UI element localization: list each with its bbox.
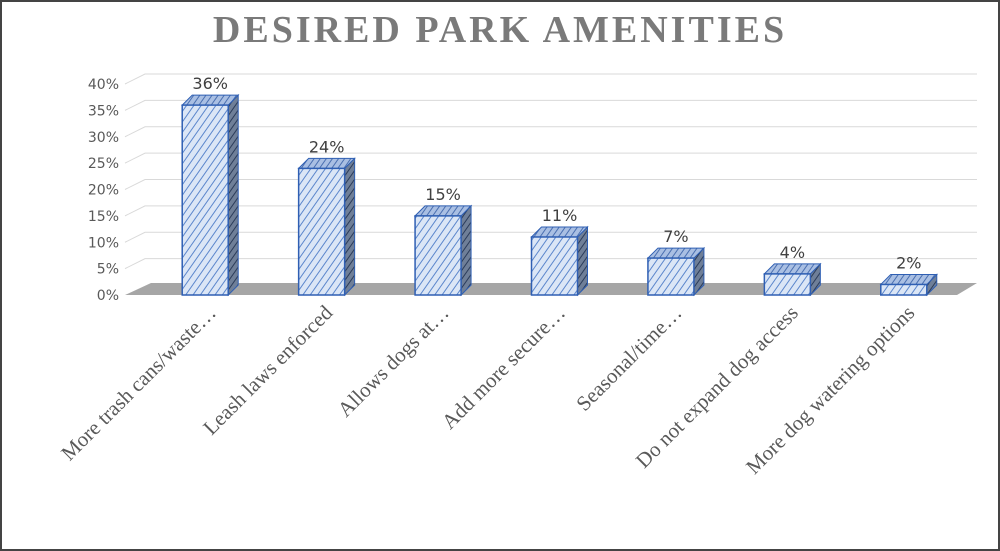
bar-front xyxy=(763,273,812,296)
bar-top xyxy=(646,247,706,259)
y-tick-label: 15% xyxy=(88,209,119,225)
bar xyxy=(181,93,240,297)
data-label: 11% xyxy=(542,206,578,225)
gridline xyxy=(124,205,977,217)
gridline xyxy=(124,126,977,138)
y-tick-label: 35% xyxy=(88,103,119,119)
gridline xyxy=(124,99,977,111)
y-tick-label: 40% xyxy=(88,77,119,93)
bar-side xyxy=(577,225,588,297)
bar-top xyxy=(181,94,240,106)
data-label: 15% xyxy=(425,185,461,204)
category-label: More trash cans/waste… xyxy=(56,301,221,466)
bar-top xyxy=(879,273,938,285)
category-label: Leash laws enforced xyxy=(198,300,337,439)
y-tick-label: 10% xyxy=(88,235,119,251)
bar-side xyxy=(227,93,239,297)
chart-title: DESIRED PARK AMENITIES xyxy=(212,9,788,51)
bar xyxy=(763,262,822,297)
bar xyxy=(530,225,589,297)
bar-top xyxy=(413,205,473,217)
data-label: 36% xyxy=(192,74,228,93)
gridline xyxy=(124,231,977,243)
data-label: 24% xyxy=(309,137,345,156)
bar-front xyxy=(647,257,695,296)
data-label: 2% xyxy=(896,253,921,272)
bar xyxy=(646,246,706,297)
bar-front xyxy=(297,167,346,296)
bar-side xyxy=(460,204,472,297)
bar-top xyxy=(297,157,356,169)
y-tick-label: 30% xyxy=(88,130,119,146)
bar xyxy=(297,157,356,297)
bar xyxy=(879,273,938,297)
gridlines xyxy=(124,73,977,270)
y-axis: 0% 5% 10% 15% 20% 25% 30% 35% 40% xyxy=(88,77,119,304)
gridline xyxy=(124,73,977,85)
y-tick-label: 0% xyxy=(97,288,119,304)
y-tick-label: 25% xyxy=(88,156,119,172)
bar-front xyxy=(530,236,579,296)
bar-front xyxy=(880,283,928,296)
gridline xyxy=(124,179,977,190)
gridline xyxy=(124,152,977,164)
category-labels: More trash cans/waste…Leash laws enforce… xyxy=(56,300,919,479)
bar-side xyxy=(344,157,356,297)
category-label: Seasonal/time… xyxy=(571,301,686,416)
bar-top xyxy=(530,226,589,238)
y-tick-label: 5% xyxy=(97,262,119,278)
data-label: 7% xyxy=(663,227,688,246)
category-label: Add more secure… xyxy=(437,301,570,434)
bar xyxy=(413,204,473,297)
y-tick-label: 20% xyxy=(88,183,119,199)
bars xyxy=(181,93,938,297)
bar-front xyxy=(414,215,462,296)
bar-front xyxy=(181,104,229,296)
category-label: Allows dogs at… xyxy=(333,301,454,422)
data-label: 4% xyxy=(780,243,805,262)
data-labels: 36% 24% 15% 11% 7% 4% 2% xyxy=(192,74,921,272)
bar-top xyxy=(763,263,822,275)
